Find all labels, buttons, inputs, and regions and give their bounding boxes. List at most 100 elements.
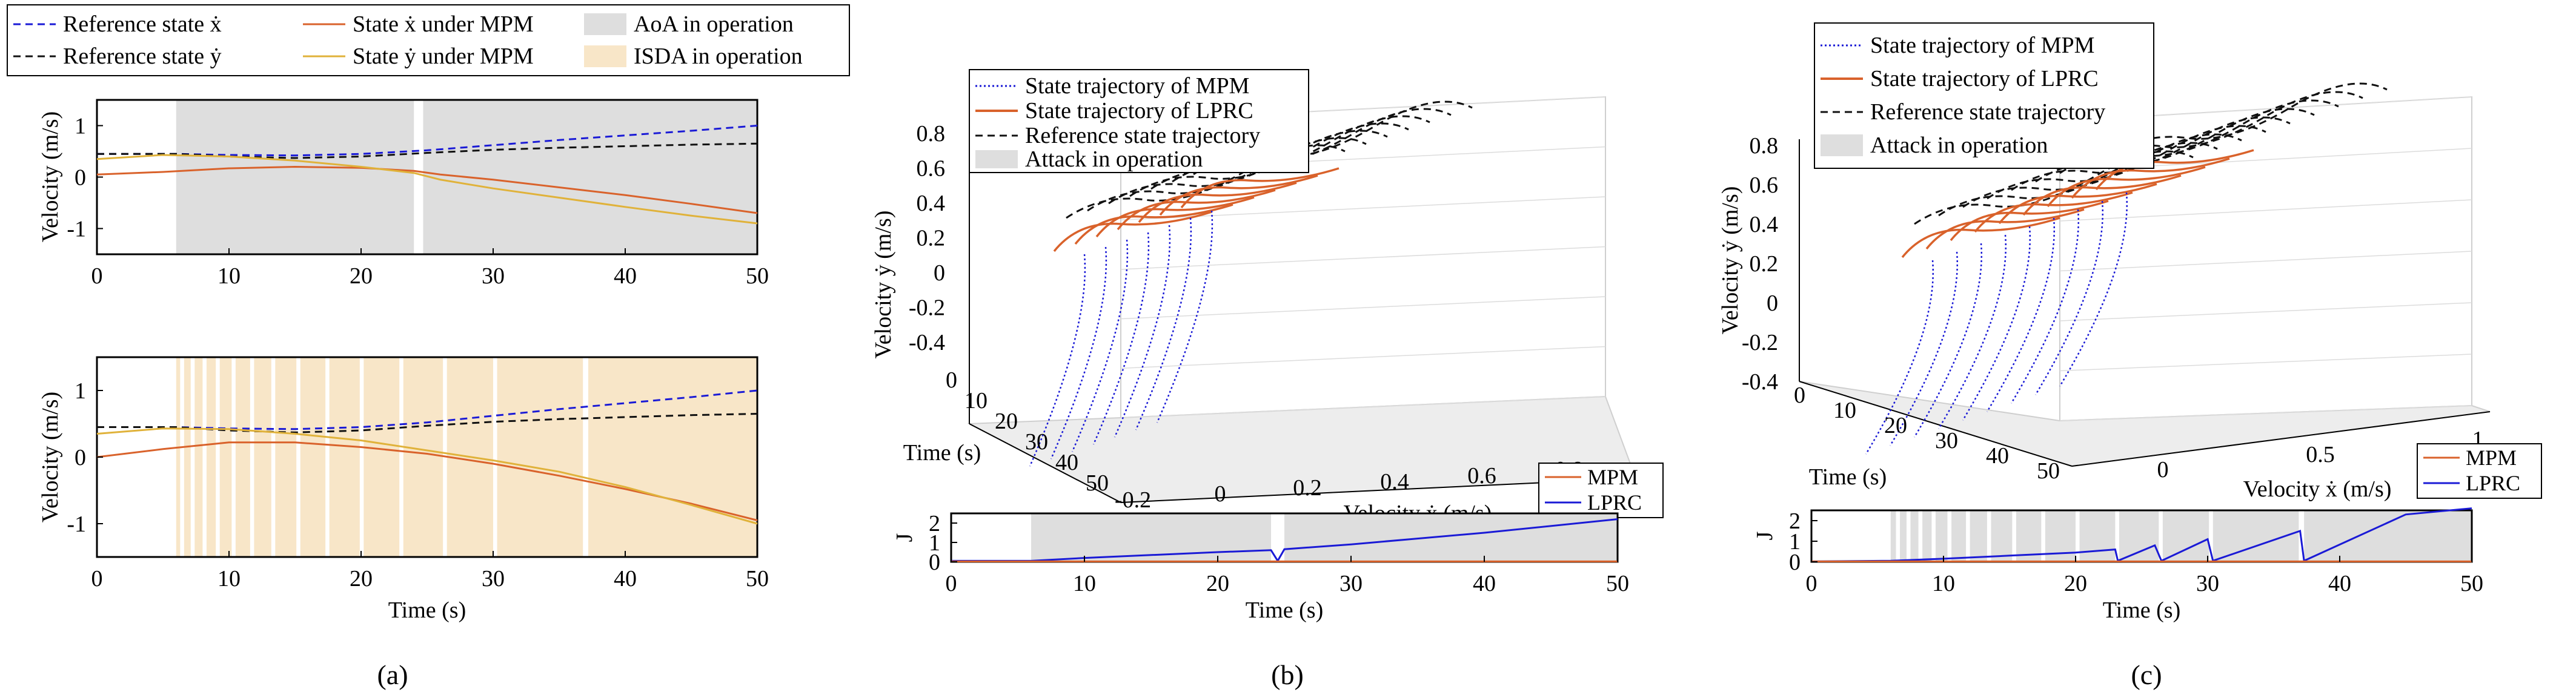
x-tick-label: 50: [2460, 571, 2483, 596]
x-tick-label: -0.2: [1115, 487, 1151, 513]
x-tick-label: 50: [1606, 571, 1629, 596]
x-tick-label: 40: [614, 263, 637, 289]
grid-line: [1120, 346, 1606, 369]
legend-b-cost: MPM LPRC: [1538, 463, 1664, 518]
grid-line: [2059, 354, 2472, 372]
legend-swatch-attack: [1821, 134, 1863, 156]
reference-trajectory: [1938, 142, 2218, 217]
lprc-trajectory: [1053, 211, 1212, 252]
grid-line: [1120, 196, 1606, 221]
y-tick-label: -0.4: [909, 330, 945, 355]
legend-item: Reference state trajectory: [1870, 99, 2105, 125]
x-tick-label: 0: [1215, 481, 1226, 507]
y-tick-label: 0: [75, 445, 86, 470]
x-tick-label: 0.6: [1467, 463, 1496, 489]
y-tick-label: -0.2: [1742, 330, 1778, 355]
x-tick-label: 20: [350, 263, 373, 289]
shaded-region: [176, 357, 181, 557]
panel-label-b: (b): [1271, 659, 1304, 690]
legend-swatch-isda: [584, 45, 626, 67]
a-bottom-ylabel: Velocity (m/s): [38, 392, 63, 522]
shaded-region: [2016, 510, 2042, 562]
mpm-trajectory: [1865, 260, 1934, 455]
shaded-region: [2079, 510, 2116, 562]
shaded-region: [176, 100, 414, 254]
lprc-trajectory: [1998, 183, 2157, 225]
lprc-trajectory: [1095, 196, 1255, 238]
shaded-region: [1890, 510, 1896, 562]
y-tick-label: 2: [1789, 509, 1801, 534]
y-tick-label: 0.2: [1750, 251, 1779, 277]
legend-item: Reference state trajectory: [1025, 123, 1260, 148]
grid-line: [1120, 396, 1606, 418]
grid-line: [2059, 251, 2472, 272]
x-tick-label: 40: [1473, 571, 1496, 596]
t-tick-label: 10: [964, 388, 988, 413]
c-cost-ylabel: J: [1752, 532, 1778, 541]
shaded-region: [423, 100, 757, 254]
x-tick-label: 40: [2328, 571, 2351, 596]
mpm-trajectory: [1050, 246, 1107, 459]
shaded-region: [2162, 510, 2209, 562]
t-tick-label: 40: [1986, 443, 2009, 469]
x-tick-label: 10: [1932, 571, 1955, 596]
shaded-region: [194, 357, 203, 557]
t-tick-label: 30: [1025, 429, 1048, 455]
x-tick-label: 0: [91, 263, 103, 289]
y-tick-label: 0: [1767, 291, 1778, 316]
panel-b-cost-chart: 0 10 20 30 40 50 012 J Time (s): [892, 511, 1629, 623]
shaded-region: [1935, 510, 1948, 562]
shaded-region: [403, 357, 443, 557]
mpm-trajectory: [2010, 209, 2079, 404]
lprc-trajectory: [2047, 166, 2206, 208]
t-tick-label: 0: [1794, 383, 1805, 408]
shaded-region: [1910, 510, 1919, 562]
legend-item: MPM: [2466, 446, 2517, 470]
reference-trajectory: [1087, 137, 1367, 212]
c-3d-taxis: [1799, 381, 2073, 467]
shaded-region: [184, 357, 191, 557]
series-line: [97, 389, 758, 430]
reference-trajectory: [2059, 99, 2339, 174]
series-line: [951, 518, 1618, 563]
shaded-region: [1922, 510, 1932, 562]
x-tick-label: 0: [946, 571, 957, 596]
t-tick-label: 50: [1086, 470, 1109, 496]
lprc-trajectory: [1159, 174, 1318, 216]
shaded-region: [497, 357, 583, 557]
mpm-trajectory: [1135, 217, 1192, 430]
panel-a-top-chart: 0 10 20 30 40 50-101 Velocity (m/s): [38, 99, 769, 289]
lprc-trajectory: [1950, 200, 2109, 242]
legend-swatch-aoa: [584, 13, 626, 35]
y-tick-label: 1: [75, 378, 86, 404]
y-tick-label: 0: [934, 260, 945, 286]
shaded-region: [1970, 510, 1987, 562]
legend-item: State ẏ under MPM: [353, 44, 534, 69]
x-tick-label: 0: [1806, 571, 1817, 596]
panel-c-cost-chart: 0 10 20 30 40 50 012 J Time (s): [1752, 507, 2483, 623]
a-top-ylabel: Velocity (m/s): [38, 111, 63, 242]
y-tick-label: -0.4: [1742, 369, 1778, 395]
mpm-trajectory: [1962, 226, 2031, 421]
x-tick-label: 0: [2157, 457, 2169, 483]
shaded-region: [329, 357, 360, 557]
reference-trajectory: [1066, 144, 1346, 219]
shaded-region: [254, 357, 271, 557]
b-3d-tlabel: Time (s): [903, 440, 981, 466]
c-3d-xlabel: Velocity ẋ (m/s): [2243, 476, 2392, 502]
t-tick-label: 0: [946, 367, 957, 393]
legend-item: Reference state ẋ: [63, 12, 222, 37]
mpm-trajectory: [1913, 243, 1982, 438]
shaded-region: [300, 357, 326, 557]
y-tick-label: 0: [1789, 550, 1801, 575]
x-tick-label: 50: [746, 263, 769, 289]
series-line: [97, 125, 758, 157]
y-tick-label: 0: [929, 550, 940, 575]
reference-trajectory: [1987, 125, 2266, 200]
lprc-trajectory: [1117, 189, 1276, 231]
x-tick-label: 0.5: [2306, 442, 2335, 467]
mpm-trajectory: [1114, 225, 1171, 438]
legend-item: LPRC: [1587, 490, 1642, 515]
b-3d-taxis: [969, 423, 1121, 503]
